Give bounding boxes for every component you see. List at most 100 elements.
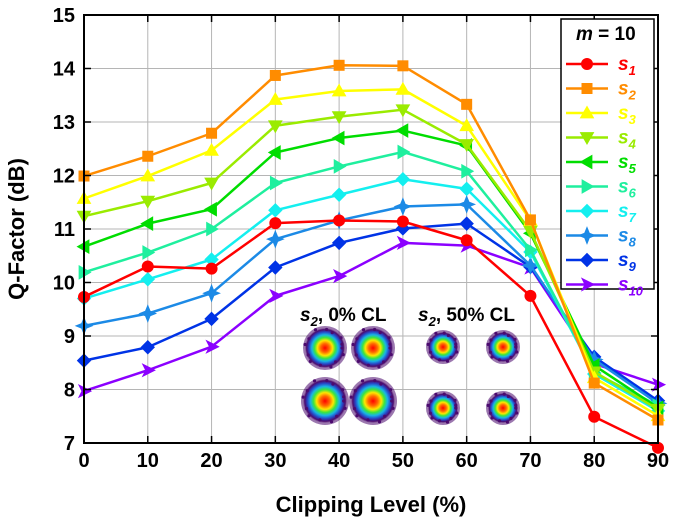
constellation-image xyxy=(486,391,520,425)
constellation-image xyxy=(426,330,460,364)
data-point xyxy=(397,60,409,72)
data-point xyxy=(459,181,474,197)
inset-caption: s2, 50% CL xyxy=(418,305,515,329)
data-point xyxy=(331,235,347,251)
data-point xyxy=(204,311,219,327)
data-point xyxy=(142,245,156,260)
x-tick-label: 80 xyxy=(583,450,605,472)
data-point xyxy=(138,304,158,323)
series-line-6 xyxy=(83,150,659,407)
data-point xyxy=(331,187,347,202)
data-point xyxy=(588,410,601,423)
y-tick-label: 9 xyxy=(64,326,75,348)
data-point xyxy=(397,144,411,160)
data-point xyxy=(395,104,411,118)
legend-marker xyxy=(581,58,593,70)
data-point xyxy=(333,159,347,174)
legend-box xyxy=(560,18,655,290)
legend-entry: s4 xyxy=(618,128,637,152)
x-tick-label: 40 xyxy=(328,450,350,472)
series-layer xyxy=(74,59,668,454)
data-point xyxy=(333,59,345,71)
y-tick-label: 14 xyxy=(53,59,76,81)
legend-marker xyxy=(577,226,597,245)
data-point xyxy=(331,130,345,146)
x-tick-label: 70 xyxy=(519,450,541,472)
data-point xyxy=(269,175,283,191)
legend-entry: s6 xyxy=(618,177,637,201)
data-point xyxy=(140,195,156,209)
data-point xyxy=(206,127,218,139)
data-point xyxy=(331,83,347,97)
y-tick-label: 15 xyxy=(53,5,75,27)
legend-entry: s2 xyxy=(618,79,637,103)
legend-marker xyxy=(579,203,595,219)
legend-entry: s1 xyxy=(618,54,636,78)
inset-caption: s2, 0% CL xyxy=(300,305,387,329)
legend-entry: s9 xyxy=(618,250,637,274)
x-tick-label: 10 xyxy=(137,450,159,472)
data-point xyxy=(393,197,413,216)
y-tick-label: 12 xyxy=(53,166,75,188)
data-point xyxy=(459,216,474,231)
legend-marker xyxy=(579,154,593,170)
data-point xyxy=(140,340,155,355)
x-tick-label: 90 xyxy=(647,450,669,472)
data-point xyxy=(205,339,220,354)
series-line-2 xyxy=(83,64,659,422)
y-tick-label: 10 xyxy=(53,273,75,295)
data-point xyxy=(588,377,600,389)
legend-entry: s10 xyxy=(618,275,644,299)
data-point xyxy=(333,214,346,227)
data-point xyxy=(140,272,155,287)
data-point xyxy=(457,195,477,214)
data-point xyxy=(205,262,218,275)
data-point xyxy=(395,123,409,138)
constellation-inset: s2, 0% CL s2, 50% CL xyxy=(300,305,520,425)
x-tick-label: 60 xyxy=(456,450,478,472)
legend-entry: s3 xyxy=(618,103,637,127)
data-point xyxy=(524,214,536,226)
constellation-image xyxy=(301,377,349,425)
data-point xyxy=(459,139,475,152)
data-point xyxy=(461,98,473,110)
data-point xyxy=(331,111,347,125)
legend-marker xyxy=(579,252,595,268)
data-point xyxy=(396,235,412,251)
data-point xyxy=(461,163,475,179)
legend-marker xyxy=(579,132,595,146)
axis-ticks: 0 10 20 30 40 50 60 70 80 90 7 8 9 10 11 12 13 14 15 xyxy=(53,5,669,472)
data-point xyxy=(395,172,411,187)
data-point xyxy=(267,145,281,160)
data-point xyxy=(141,363,156,378)
data-point xyxy=(396,215,409,228)
legend-marker xyxy=(581,179,595,194)
data-point xyxy=(459,118,475,132)
constellation-image xyxy=(303,326,347,370)
data-point xyxy=(268,203,283,218)
data-point xyxy=(141,260,154,273)
data-point xyxy=(524,289,537,302)
x-tick-label: 30 xyxy=(264,450,286,472)
x-tick-label: 0 xyxy=(78,450,89,472)
y-tick-label: 7 xyxy=(64,433,75,455)
data-point xyxy=(204,142,219,156)
y-tick-label: 11 xyxy=(54,219,75,241)
constellation-image xyxy=(426,391,460,425)
data-point xyxy=(202,283,221,303)
data-point xyxy=(395,81,411,95)
data-point xyxy=(206,221,220,237)
x-tick-label: 50 xyxy=(392,450,414,472)
data-point xyxy=(204,201,217,217)
constellation-image xyxy=(351,326,395,370)
data-point xyxy=(268,260,283,275)
legend-entry: s7 xyxy=(618,201,637,225)
legend-entry: s8 xyxy=(618,226,637,250)
legend-entry: s5 xyxy=(618,152,637,176)
data-point xyxy=(269,217,282,230)
x-axis-title: Clipping Level (%) xyxy=(276,492,467,517)
data-point xyxy=(204,177,219,191)
data-point xyxy=(269,288,284,303)
